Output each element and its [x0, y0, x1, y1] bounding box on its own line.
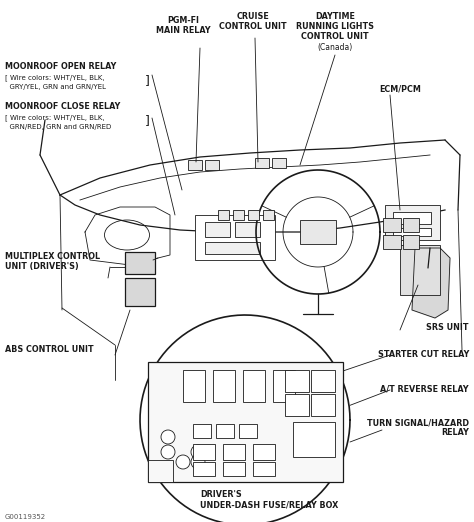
Text: G00119352: G00119352	[5, 514, 46, 520]
Text: GRY/YEL, GRN and GRN/YEL: GRY/YEL, GRN and GRN/YEL	[5, 84, 106, 90]
Polygon shape	[412, 248, 450, 318]
Text: DRIVER'S: DRIVER'S	[200, 490, 242, 499]
Text: MAIN RELAY: MAIN RELAY	[155, 26, 210, 35]
Bar	[403, 235, 419, 249]
Bar	[205, 160, 219, 170]
Bar	[223, 462, 245, 476]
Bar	[193, 424, 211, 438]
Bar	[272, 158, 286, 168]
Text: STARTER CUT RELAY: STARTER CUT RELAY	[378, 350, 469, 359]
Bar	[188, 160, 202, 170]
Bar	[235, 222, 260, 237]
Bar	[205, 242, 260, 254]
Text: ]: ]	[145, 114, 150, 127]
Bar	[273, 370, 295, 402]
Bar	[393, 212, 431, 224]
Bar	[385, 205, 440, 240]
Circle shape	[161, 445, 175, 459]
Bar	[205, 222, 230, 237]
Bar	[248, 210, 259, 220]
Text: MOONROOF OPEN RELAY: MOONROOF OPEN RELAY	[5, 62, 117, 71]
Bar	[263, 210, 274, 220]
Bar	[243, 370, 265, 402]
Bar	[218, 210, 229, 220]
Bar	[311, 370, 335, 392]
Text: CONTROL UNIT: CONTROL UNIT	[301, 32, 369, 41]
Bar	[183, 370, 205, 402]
Bar	[383, 218, 401, 232]
Bar	[125, 278, 155, 306]
Text: [ Wire colors: WHT/YEL, BLK,: [ Wire colors: WHT/YEL, BLK,	[5, 74, 105, 81]
Text: CONTROL UNIT: CONTROL UNIT	[219, 22, 287, 31]
Text: [ Wire colors: WHT/YEL, BLK,: [ Wire colors: WHT/YEL, BLK,	[5, 114, 105, 121]
Bar	[195, 215, 275, 260]
Text: SRS UNIT: SRS UNIT	[427, 323, 469, 332]
Bar	[255, 158, 269, 168]
Text: CRUISE: CRUISE	[237, 12, 269, 21]
Bar	[233, 210, 244, 220]
Circle shape	[161, 430, 175, 444]
Text: GRN/RED, GRN and GRN/RED: GRN/RED, GRN and GRN/RED	[5, 124, 111, 130]
Bar	[400, 245, 440, 295]
Bar	[383, 235, 401, 249]
Text: ECM/PCM: ECM/PCM	[379, 85, 421, 94]
Text: A/T REVERSE RELAY: A/T REVERSE RELAY	[380, 385, 469, 394]
Text: PGM-FI: PGM-FI	[167, 16, 199, 25]
Bar	[285, 394, 309, 416]
Bar	[300, 220, 336, 244]
Text: UNIT (DRIVER'S): UNIT (DRIVER'S)	[5, 262, 79, 271]
Bar	[213, 370, 235, 402]
Bar	[125, 252, 155, 274]
Text: UNDER-DASH FUSE/RELAY BOX: UNDER-DASH FUSE/RELAY BOX	[200, 500, 338, 509]
Text: ]: ]	[145, 74, 150, 87]
Text: MOONROOF CLOSE RELAY: MOONROOF CLOSE RELAY	[5, 102, 120, 111]
Text: (Canada): (Canada)	[318, 43, 353, 52]
Polygon shape	[140, 315, 350, 522]
Bar	[148, 362, 343, 482]
Bar	[223, 444, 245, 460]
Text: TURN SIGNAL/HAZARD: TURN SIGNAL/HAZARD	[367, 418, 469, 427]
Bar	[239, 424, 257, 438]
Bar	[393, 228, 431, 236]
Text: ABS CONTROL UNIT: ABS CONTROL UNIT	[5, 345, 94, 354]
Text: MULTIPLEX CONTROL: MULTIPLEX CONTROL	[5, 252, 100, 261]
Bar	[285, 370, 309, 392]
Text: RUNNING LIGHTS: RUNNING LIGHTS	[296, 22, 374, 31]
Bar	[216, 424, 234, 438]
Bar	[403, 218, 419, 232]
Bar	[193, 444, 215, 460]
Bar	[293, 422, 335, 457]
Text: DAYTIME: DAYTIME	[315, 12, 355, 21]
Bar	[148, 460, 173, 482]
Bar	[193, 462, 215, 476]
Text: RELAY: RELAY	[441, 428, 469, 437]
Bar	[311, 394, 335, 416]
Circle shape	[191, 455, 205, 469]
Bar	[253, 444, 275, 460]
Bar	[253, 462, 275, 476]
Circle shape	[419, 262, 435, 278]
Circle shape	[176, 455, 190, 469]
Circle shape	[191, 445, 205, 459]
